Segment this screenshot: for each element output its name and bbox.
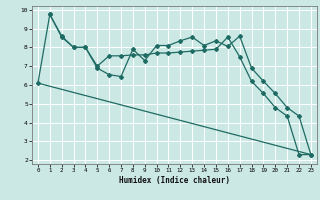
X-axis label: Humidex (Indice chaleur): Humidex (Indice chaleur)	[119, 176, 230, 185]
